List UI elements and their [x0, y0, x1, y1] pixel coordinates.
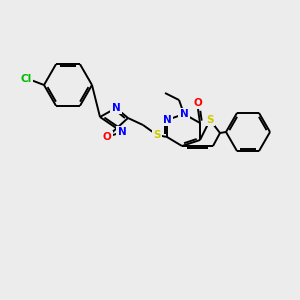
Text: S: S: [206, 115, 214, 125]
Text: Cl: Cl: [20, 74, 32, 84]
Text: N: N: [118, 127, 126, 137]
Text: O: O: [103, 132, 111, 142]
Text: N: N: [112, 103, 120, 113]
Text: S: S: [153, 130, 161, 140]
Text: N: N: [180, 109, 188, 119]
Text: O: O: [194, 98, 202, 108]
Text: N: N: [163, 115, 171, 125]
